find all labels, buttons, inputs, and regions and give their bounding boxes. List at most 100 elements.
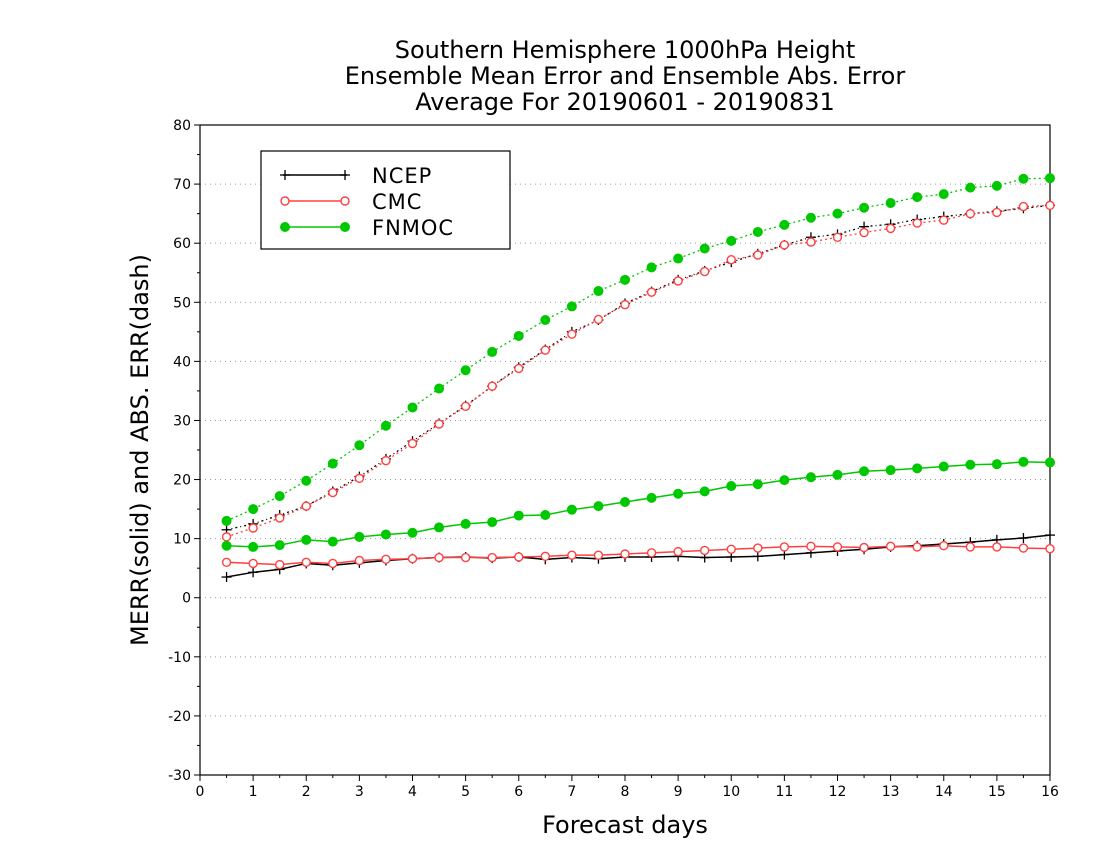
point-merr-fnmoc — [1018, 456, 1029, 467]
point-abs-err-cmc — [460, 401, 471, 411]
point-merr-cmc — [354, 555, 365, 566]
point-merr-fnmoc — [673, 488, 684, 499]
point-merr-fnmoc — [248, 541, 259, 552]
point-merr-cmc — [646, 548, 657, 558]
point-abs-err-fnmoc — [221, 515, 232, 526]
point-abs-err-cmc — [1018, 201, 1029, 212]
point-merr-ncep — [752, 551, 763, 562]
x-tick-label-10: 10 — [722, 784, 740, 800]
point-merr-cmc — [248, 558, 258, 569]
point-abs-err-cmc — [434, 419, 444, 429]
point-abs-err-fnmoc — [699, 243, 710, 254]
x-tick-label-7: 7 — [567, 784, 576, 800]
point-merr-cmc — [407, 554, 418, 564]
x-tick-label-4: 4 — [408, 784, 417, 800]
point-abs-err-fnmoc — [885, 198, 896, 208]
point-abs-err-cmc — [354, 473, 365, 484]
point-merr-fnmoc — [646, 492, 657, 503]
point-abs-err-cmc — [806, 237, 816, 247]
point-merr-cmc — [832, 542, 843, 552]
point-merr-cmc — [301, 557, 311, 567]
legend-marker-ncep-start — [280, 170, 290, 180]
point-merr-cmc — [859, 542, 869, 553]
point-abs-err-cmc — [248, 523, 258, 533]
x-tick-label-14: 14 — [935, 784, 953, 800]
point-abs-err-fnmoc — [1018, 173, 1029, 184]
point-merr-cmc — [434, 552, 444, 563]
point-merr-cmc — [540, 551, 551, 562]
point-merr-fnmoc — [938, 461, 949, 472]
y-tick-label--30: -30 — [168, 768, 191, 784]
point-merr-fnmoc — [301, 534, 312, 545]
line-merr-cmc — [226, 544, 1051, 566]
point-abs-err-cmc — [514, 363, 524, 374]
point-abs-err-fnmoc — [965, 182, 976, 193]
point-merr-ncep — [1018, 533, 1029, 544]
point-abs-err-cmc — [540, 345, 551, 355]
x-tick-label-6: 6 — [514, 784, 523, 800]
x-tick-label-15: 15 — [988, 784, 1006, 800]
y-axis-label: MERR(solid) and ABS. ERR(dash) — [126, 254, 154, 646]
x-tick-label-3: 3 — [355, 784, 364, 800]
point-merr-cmc — [673, 546, 683, 557]
point-merr-fnmoc — [593, 501, 604, 512]
series-cmc — [221, 200, 1055, 570]
point-merr-fnmoc — [885, 465, 896, 476]
point-abs-err-fnmoc — [991, 180, 1002, 191]
point-merr-fnmoc — [487, 517, 498, 528]
point-abs-err-cmc — [620, 299, 630, 310]
point-merr-fnmoc — [912, 463, 923, 474]
point-merr-cmc — [274, 559, 285, 570]
line-abs-err-fnmoc — [226, 177, 1051, 522]
y-tick-label-40: 40 — [173, 354, 191, 370]
line-abs-err-cmc — [226, 204, 1051, 538]
point-merr-fnmoc — [832, 469, 843, 480]
line-merr-fnmoc — [226, 461, 1051, 548]
point-abs-err-fnmoc — [460, 365, 471, 376]
point-abs-err-fnmoc — [752, 226, 763, 237]
point-merr-cmc — [779, 542, 790, 552]
point-abs-err-fnmoc — [859, 202, 870, 213]
point-abs-err-cmc — [832, 232, 843, 242]
title-line-1: Southern Hemisphere 1000hPa Height — [395, 36, 855, 64]
point-abs-err-fnmoc — [540, 315, 551, 325]
line-merr-ncep — [226, 534, 1051, 578]
point-abs-err-fnmoc — [912, 192, 923, 203]
x-tick-label-1: 1 — [249, 784, 258, 800]
point-merr-fnmoc — [221, 540, 232, 551]
point-abs-err-fnmoc — [274, 491, 285, 502]
point-merr-fnmoc — [726, 481, 737, 492]
point-abs-err-fnmoc — [646, 262, 657, 273]
point-merr-fnmoc — [965, 459, 976, 470]
point-abs-err-fnmoc — [938, 189, 949, 200]
series-ncep — [221, 200, 1055, 583]
legend-label-ncep: NCEP — [372, 164, 432, 188]
point-abs-err-fnmoc — [620, 274, 630, 285]
x-tick-label-11: 11 — [775, 784, 793, 800]
grid — [200, 183, 1050, 717]
x-tick-label-16: 16 — [1041, 784, 1059, 800]
point-abs-err-cmc — [726, 255, 736, 265]
axes: 0 1 2 3 4 5 6 7 8 9 10 11 12 13 14 15 16-30-20-100102030… — [126, 118, 1059, 839]
legend-marker-cmc-start — [280, 196, 290, 206]
x-tick-label-2: 2 — [302, 784, 311, 800]
point-abs-err-cmc — [301, 501, 311, 511]
point-merr-fnmoc — [327, 536, 338, 547]
legend-label-cmc: CMC — [372, 190, 422, 214]
point-abs-err-fnmoc — [779, 219, 790, 230]
point-abs-err-cmc — [328, 487, 338, 498]
point-abs-err-cmc — [885, 223, 896, 234]
point-merr-ncep — [221, 572, 232, 583]
point-abs-err-cmc — [912, 218, 922, 228]
point-merr-cmc — [885, 541, 896, 552]
point-abs-err-cmc — [221, 532, 232, 542]
point-merr-fnmoc — [805, 472, 816, 483]
title-line-3: Average For 20190601 - 20190831 — [415, 88, 835, 116]
point-abs-err-cmc — [992, 207, 1002, 218]
point-merr-fnmoc — [752, 479, 763, 490]
point-abs-err-fnmoc — [301, 475, 312, 486]
point-merr-ncep — [1045, 530, 1055, 541]
y-tick-label-70: 70 — [173, 177, 191, 193]
y-tick-label-20: 20 — [173, 473, 191, 489]
point-abs-err-fnmoc — [487, 346, 498, 357]
